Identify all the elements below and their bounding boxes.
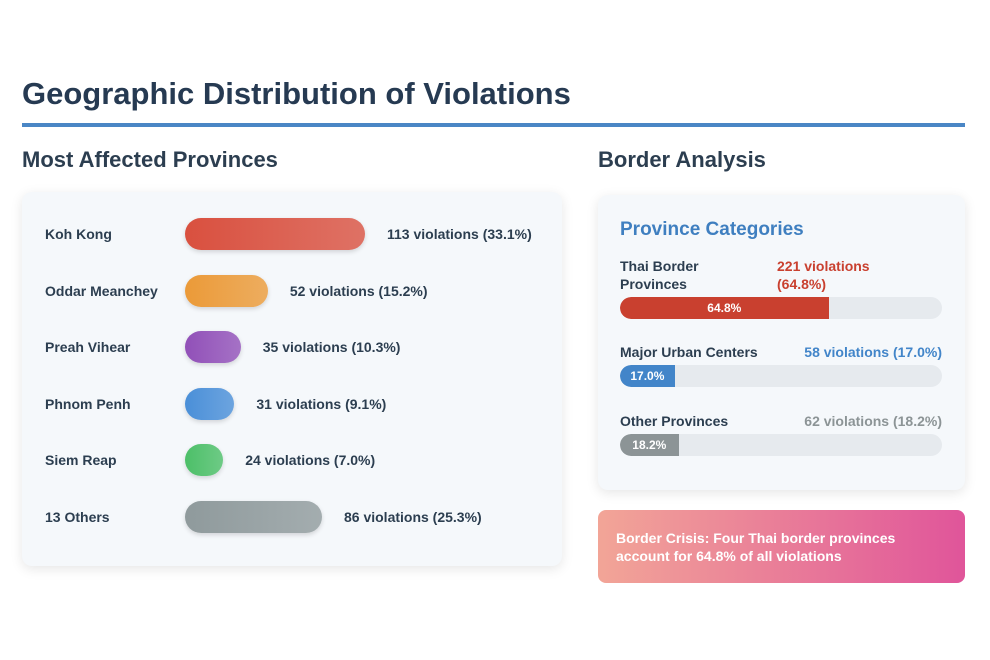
- category-bar: 17.0%: [620, 365, 675, 387]
- provinces-card: Koh Kong 113 violations (33.1%) Oddar Mean…: [22, 192, 562, 566]
- province-value: 31 violations (9.1%): [256, 395, 387, 412]
- category: Thai Border Provinces 221 violations (64.…: [620, 257, 942, 319]
- province-value: 113 violations (33.1%): [387, 226, 532, 242]
- province-bar: [185, 274, 268, 307]
- category-name: Other Provinces: [620, 413, 729, 429]
- province-bar: [185, 218, 365, 250]
- category-head: Other Provinces 62 violations (18.2%): [620, 412, 942, 430]
- province-row: Koh Kong 113 violations (33.1%): [22, 218, 562, 250]
- province-value: 86 violations (25.3%): [343, 509, 482, 525]
- card-title: Province Categories: [620, 219, 804, 240]
- category-value: 62 violations (18.2%): [804, 413, 942, 429]
- category-bar: 18.2%: [620, 434, 679, 456]
- category-head: Thai Border Provinces 221 violations (64.…: [620, 257, 942, 293]
- category-value: 58 violations (17.0%): [804, 344, 942, 360]
- category: Major Urban Centers 58 violations (17.0%)…: [620, 343, 942, 387]
- province-name: Phnom Penh: [45, 395, 131, 412]
- category-track: 17.0%: [620, 365, 942, 387]
- category-track: 64.8%: [620, 297, 942, 319]
- province-row: Preah Vihear 35 violations (10.3%): [22, 331, 562, 364]
- category: Other Provinces 62 violations (18.2%) 18.2…: [620, 412, 942, 456]
- province-row: 13 Others 86 violations (25.3%): [22, 501, 562, 533]
- bar-label: 18.2%: [632, 438, 667, 452]
- province-row: Siem Reap 24 violations (7.0%): [22, 444, 562, 477]
- bar-label: 17.0%: [630, 369, 665, 383]
- province-name: 13 Others: [45, 509, 110, 525]
- callout: Border Crisis: Four Thai border province…: [598, 510, 965, 583]
- province-name: Koh Kong: [45, 226, 112, 242]
- province-name: Siem Reap: [45, 452, 117, 469]
- province-row: Oddar Meanchey 52 violations (15.2%): [22, 274, 562, 307]
- province-name: Preah Vihear: [45, 339, 131, 356]
- category-track: 18.2%: [620, 434, 942, 456]
- province-value: 24 violations (7.0%): [245, 452, 376, 469]
- category-name: Thai Border Provinces: [620, 258, 699, 292]
- province-row: Phnom Penh 31 violations (9.1%): [22, 387, 562, 420]
- bar-label: 64.8%: [707, 301, 742, 315]
- province-bar: [185, 444, 224, 477]
- category-value: 221 violations (64.8%): [777, 258, 870, 292]
- category-head: Major Urban Centers 58 violations (17.0%): [620, 343, 942, 361]
- section-title: Most Affected Provinces: [22, 147, 278, 172]
- province-bar: [185, 501, 322, 533]
- page-title: Geographic Distribution of Violations: [22, 76, 571, 111]
- border-card: Province Categories Thai Border Province…: [598, 195, 965, 490]
- category-name: Major Urban Centers: [620, 344, 758, 360]
- province-bar: [185, 331, 241, 364]
- section-title: Border Analysis: [598, 147, 766, 172]
- province-bar: [185, 387, 235, 420]
- province-value: 35 violations (10.3%): [262, 339, 401, 356]
- province-name: Oddar Meanchey: [45, 282, 158, 299]
- category-bar: 64.8%: [620, 297, 829, 319]
- title-rule: [22, 123, 965, 127]
- province-value: 52 violations (15.2%): [289, 282, 428, 299]
